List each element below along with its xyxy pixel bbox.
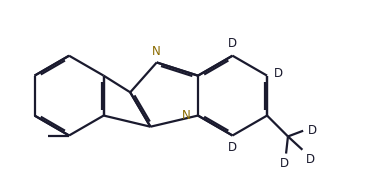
Text: D: D	[308, 124, 317, 137]
Text: N: N	[152, 45, 161, 58]
Text: D: D	[306, 153, 314, 166]
Text: N: N	[182, 109, 191, 122]
Text: D: D	[280, 157, 289, 170]
Text: D: D	[228, 141, 237, 154]
Text: D: D	[274, 67, 283, 80]
Text: D: D	[228, 37, 237, 50]
